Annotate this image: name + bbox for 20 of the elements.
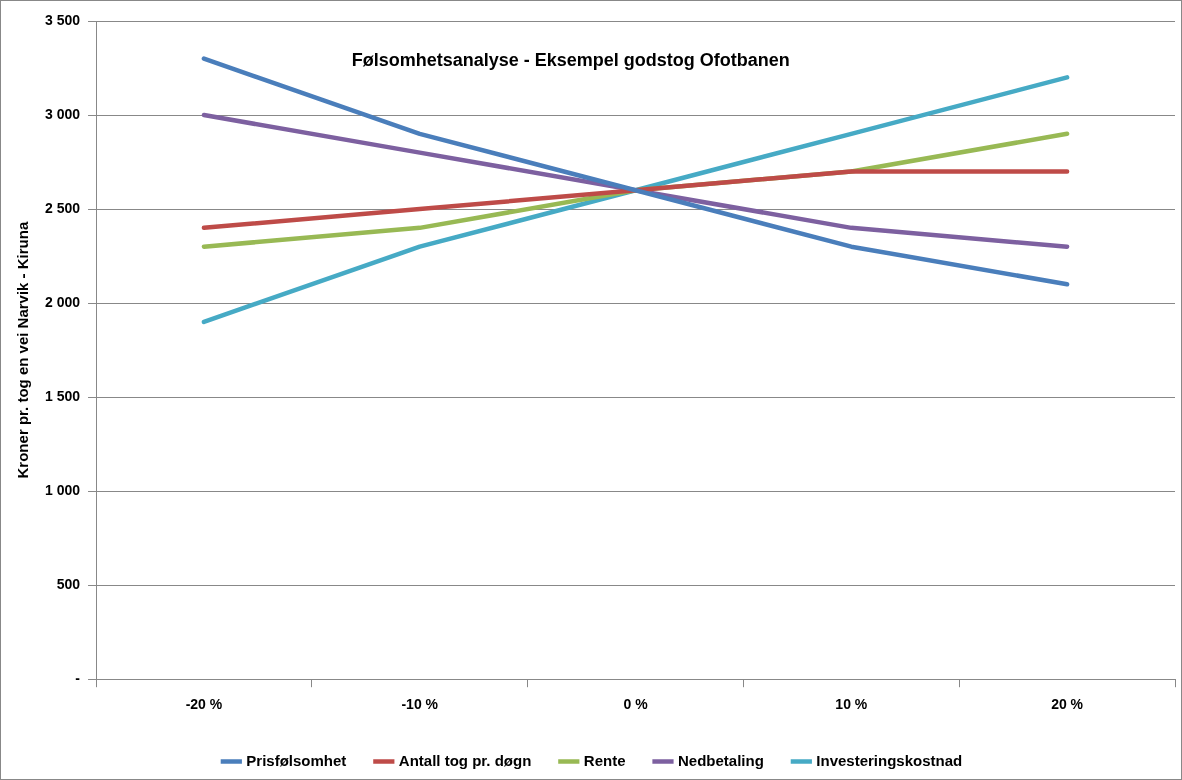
y-tick-label: 3 500 (44, 11, 81, 28)
x-tick-label: -20 % (185, 696, 223, 713)
legend-label: Prisfølsomhet (246, 751, 347, 769)
y-tick-label: 1 500 (44, 387, 81, 404)
y-tick-label: 1 000 (44, 482, 81, 498)
y-axis-title: Kroner pr. tog en vei Narvik - Kiruna (14, 221, 32, 479)
x-tick-label: 10 % (835, 696, 868, 713)
text: Følsomhetsanalyse - Eksempel godstog Ofotbanen (351, 49, 790, 70)
y-tick-label: 2 000 (44, 293, 81, 310)
y-tick-label: 3 000 (44, 105, 81, 122)
y-tick-label: 500 (56, 576, 81, 593)
x-tick-label: 20 % (1051, 696, 1084, 713)
legend-label: Antall tog pr. døgn (398, 751, 532, 769)
legend-label: Rente (583, 751, 626, 769)
x-tick-label: -10 % (401, 696, 439, 713)
x-tick-label: 0 % (623, 696, 649, 713)
y-tick-label: - (75, 670, 81, 687)
y-tick-label: 2 500 (44, 199, 81, 216)
legend-label: Investeringskostnad (816, 751, 963, 769)
legend-label: Nedbetaling (677, 751, 764, 769)
